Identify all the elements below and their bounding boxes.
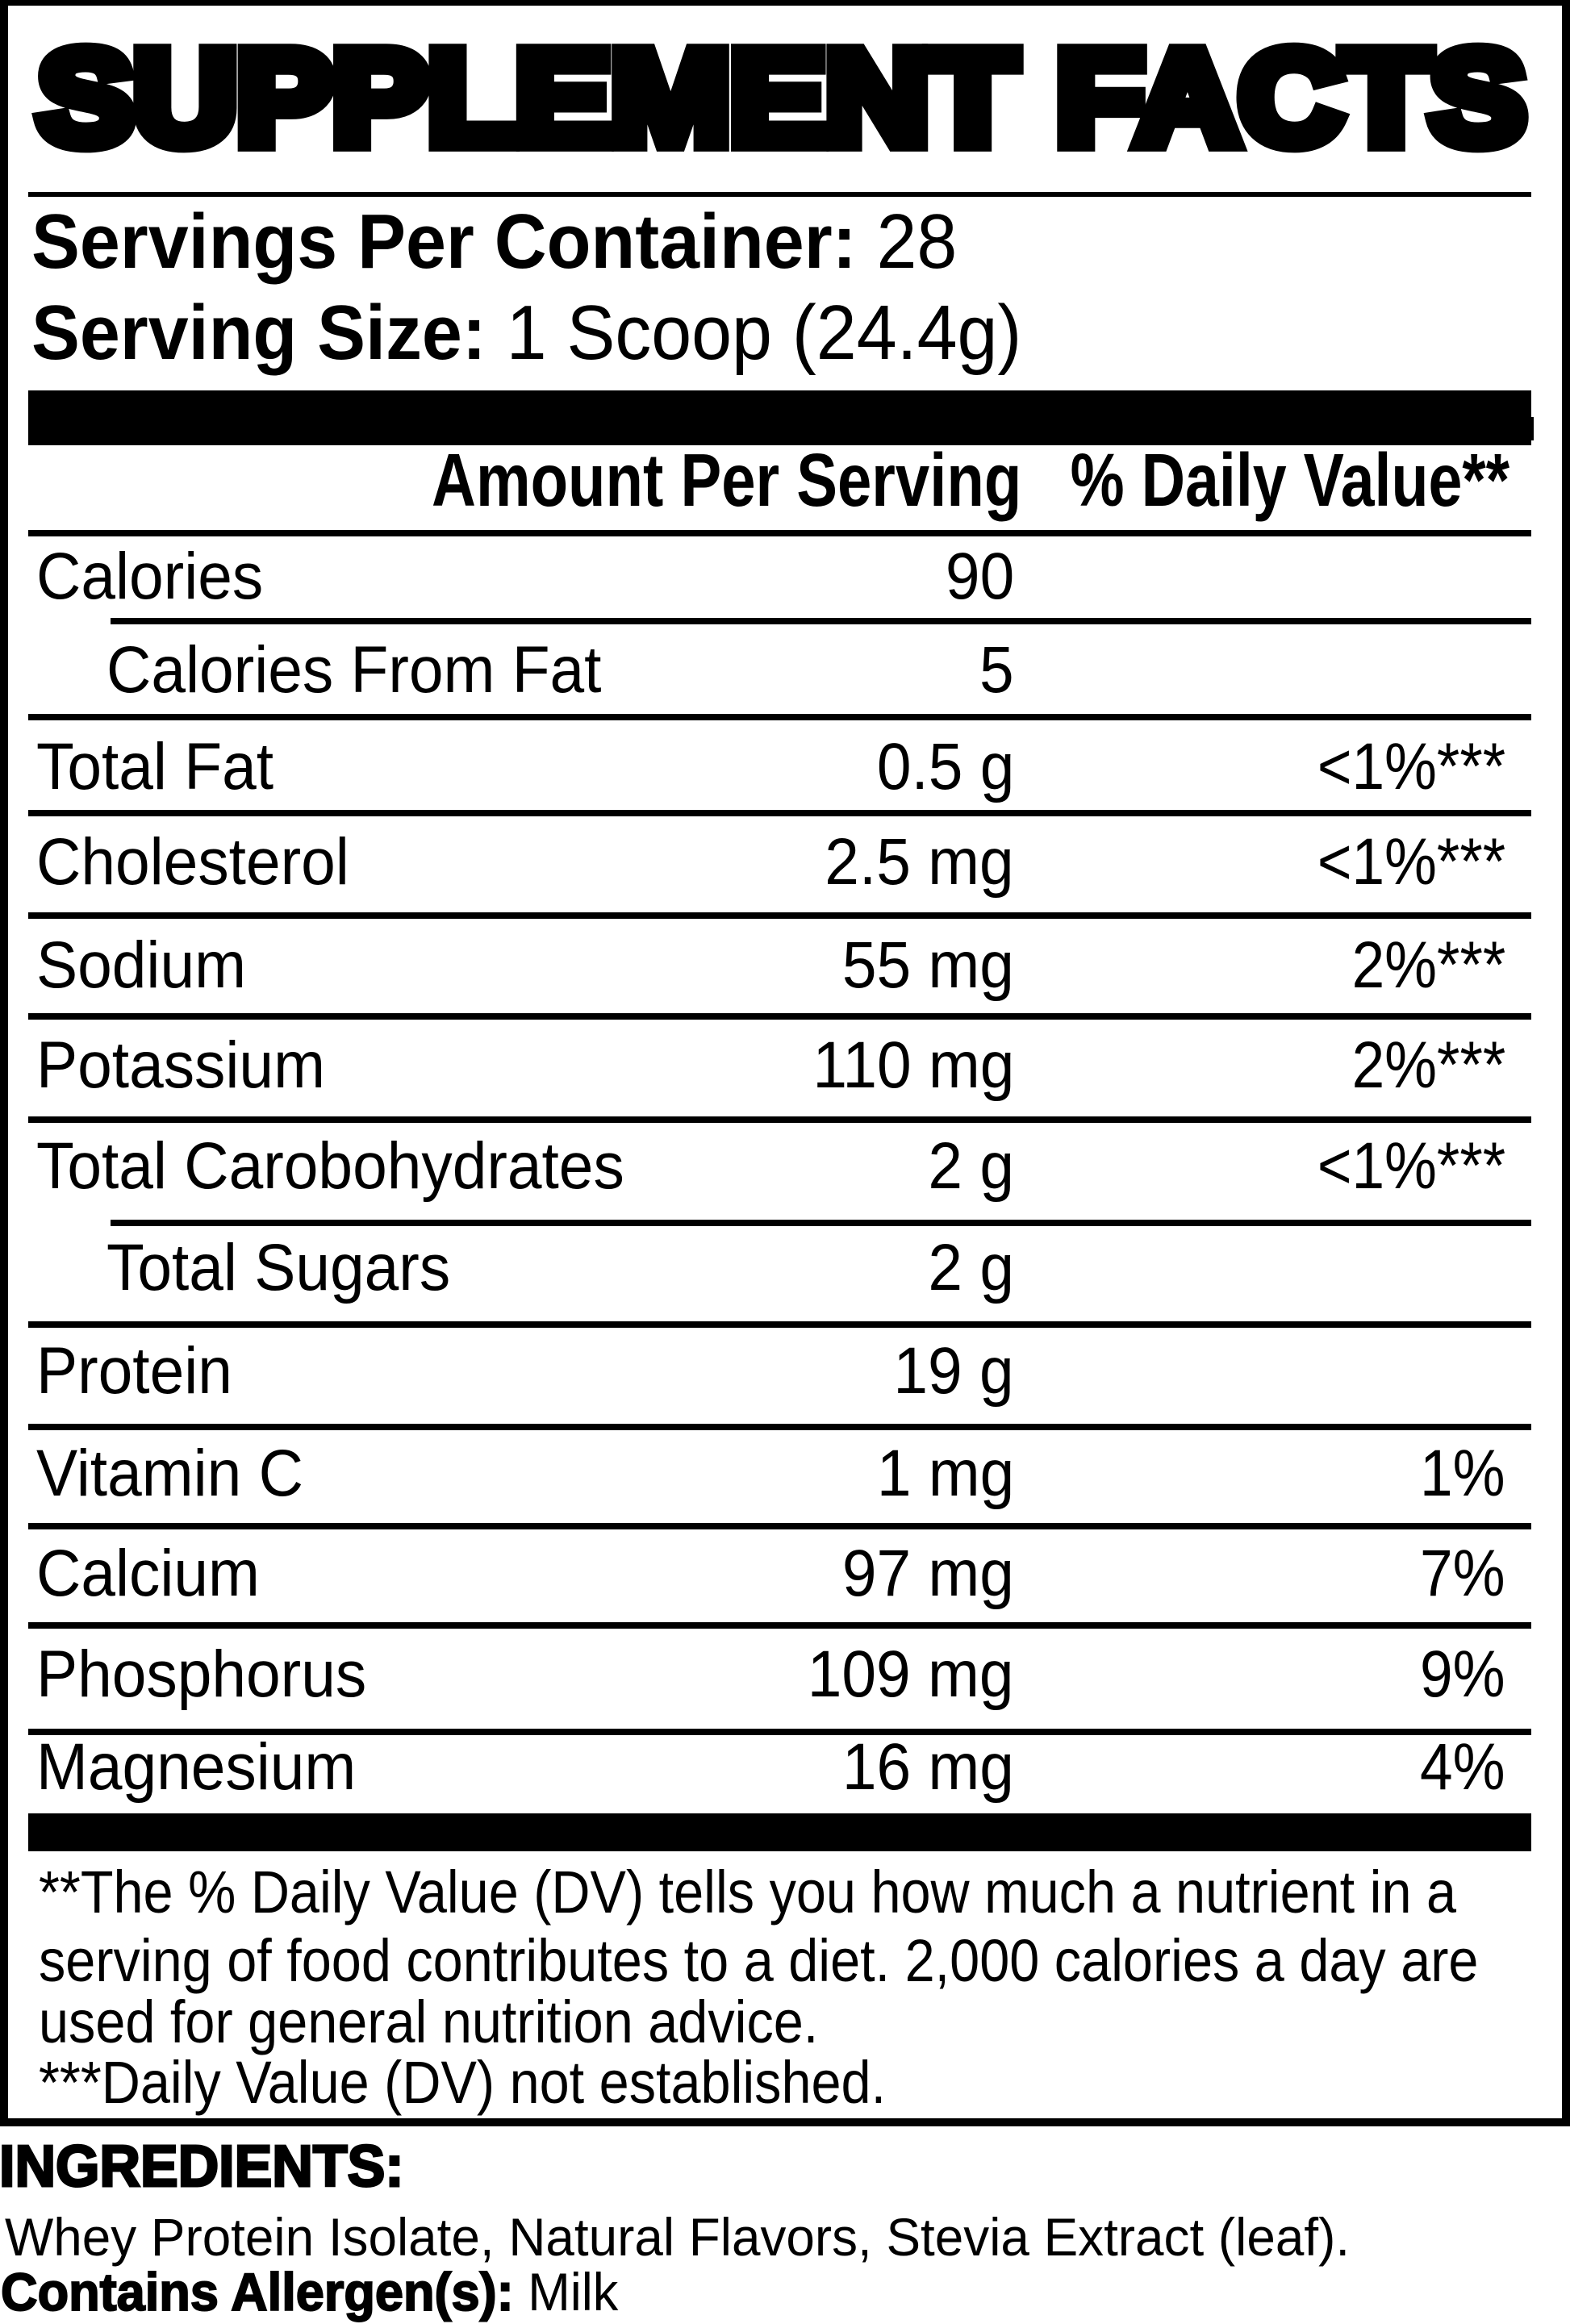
svg-text:SUPPLEMENT FACTS: SUPPLEMENT FACTS xyxy=(38,24,1526,173)
